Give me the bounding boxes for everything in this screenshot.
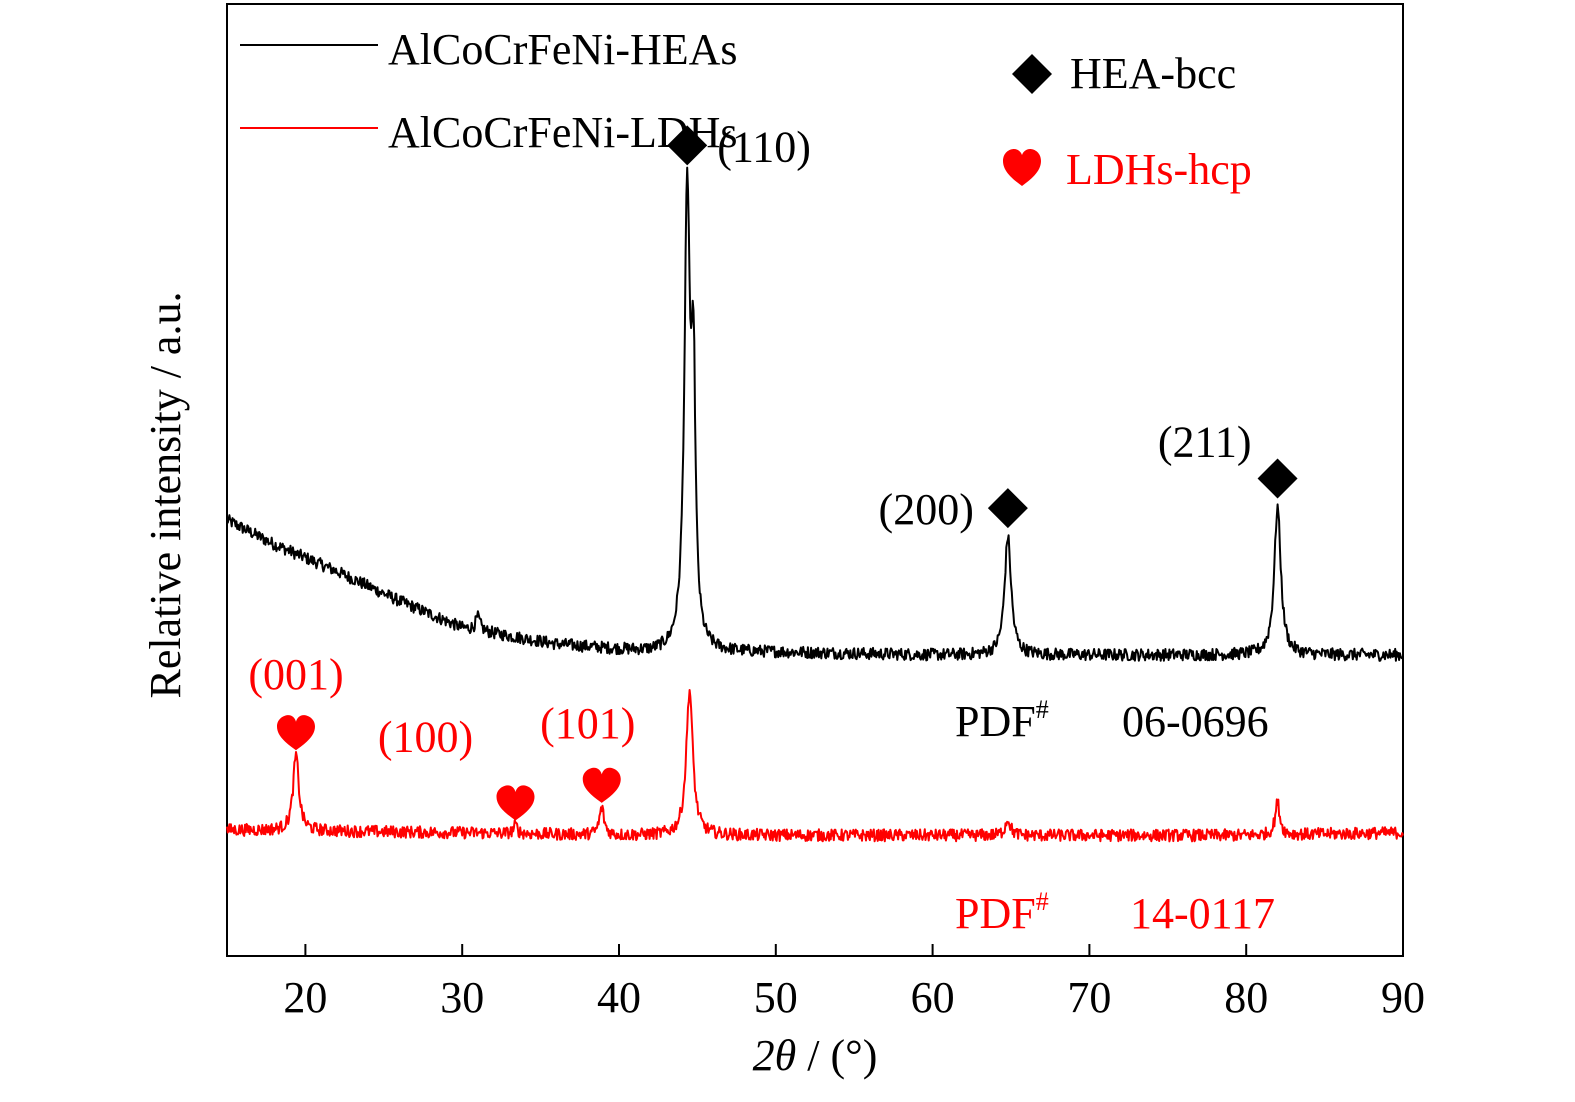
series-line	[226, 689, 1404, 843]
peak-label: (110)	[717, 122, 811, 171]
legend-label-ldhs: AlCoCrFeNi-LDHs	[388, 108, 738, 157]
x-tick-label: 50	[754, 973, 798, 1022]
peak-label: (101)	[540, 699, 635, 748]
pdf-card-ldhs: PDF# 14-0117	[955, 887, 1275, 938]
series-line	[226, 166, 1404, 662]
diamond-icon	[1012, 54, 1052, 94]
heart-icon	[496, 785, 535, 821]
diamond-icon	[1257, 458, 1298, 499]
peak-label: (200)	[879, 485, 974, 534]
phase-legend: HEA-bcc LDHs-hcp	[1003, 49, 1252, 194]
diamond-icon	[987, 488, 1028, 529]
peak-label: (100)	[378, 712, 473, 761]
x-tick-label: 80	[1224, 973, 1268, 1022]
heart-icon	[276, 715, 315, 751]
x-tick-label: 60	[911, 973, 955, 1022]
peak-label: (001)	[248, 650, 343, 699]
series-legend: AlCoCrFeNi-HEAs AlCoCrFeNi-LDHs	[240, 25, 738, 157]
x-tick-label: 30	[440, 973, 484, 1022]
y-axis-label: Relative intensity / a.u.	[141, 292, 190, 699]
x-axis-label: 2θ / (°)	[753, 1031, 878, 1080]
x-tick-label: 90	[1381, 973, 1425, 1022]
x-ticks: 20 30 40 50 60 70 80 90	[283, 944, 1425, 1022]
diamond-icon	[667, 125, 708, 166]
heart-icon	[582, 767, 621, 803]
plot-frame	[226, 3, 1404, 957]
x-tick-label: 20	[283, 973, 327, 1022]
heart-icon	[1003, 149, 1041, 186]
phase-legend-label-hcp: LDHs-hcp	[1066, 145, 1252, 194]
legend-label-heas: AlCoCrFeNi-HEAs	[388, 25, 738, 74]
phase-legend-label-bcc: HEA-bcc	[1070, 49, 1236, 98]
series-lines	[226, 166, 1404, 843]
x-tick-label: 40	[597, 973, 641, 1022]
x-tick-label: 70	[1067, 973, 1111, 1022]
annotations: (110) (200) (211) (001) (100) (101)	[248, 122, 1298, 821]
pdf-card-heas: PDF# 06-0696	[955, 695, 1269, 746]
peak-label: (211)	[1158, 417, 1252, 466]
